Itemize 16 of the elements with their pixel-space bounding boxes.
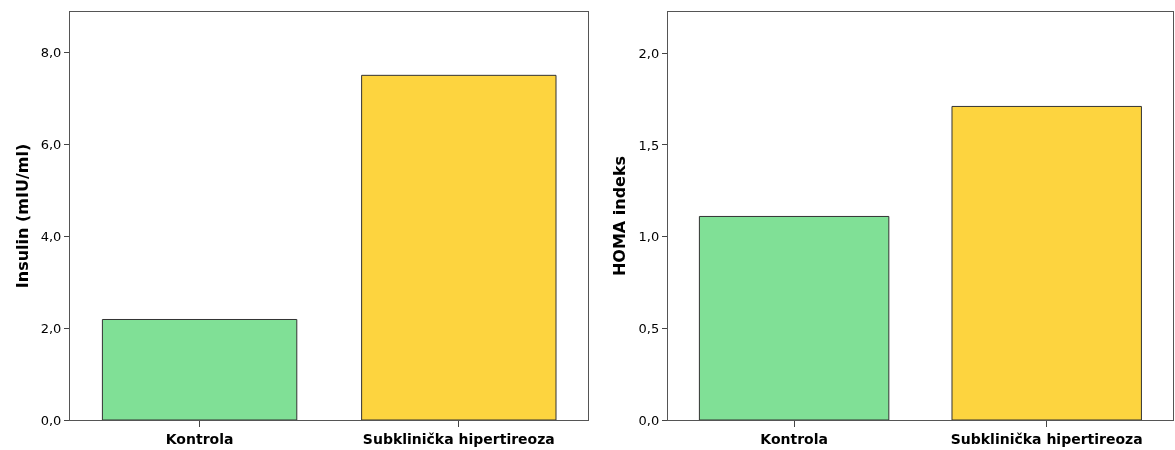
x-tick-label: Kontrola [760,430,828,447]
y-axis-title: HOMA indeks [610,155,630,277]
y-tick-label: 0,5 [638,320,660,336]
y-tick-label: 1,0 [638,229,660,245]
x-tick-label: Kontrola [165,430,234,447]
y-tick-label: 0,0 [638,412,660,428]
x-tick-label: Subklinička hipertireoza [362,430,555,447]
y-tick-label: 2,0 [638,45,660,61]
y-tick-label: 0,0 [40,412,62,428]
y-tick-label: 1,5 [638,137,660,153]
x-tick-label: Subklinička hipertireoza [950,430,1143,447]
y-tick-label: 8,0 [40,45,62,61]
y-axis-title: Insulin (mIU/ml) [12,143,32,289]
y-tick-label: 6,0 [40,137,62,153]
y-tick-label: 2,0 [40,320,62,336]
y-tick-label: 4,0 [40,228,62,244]
